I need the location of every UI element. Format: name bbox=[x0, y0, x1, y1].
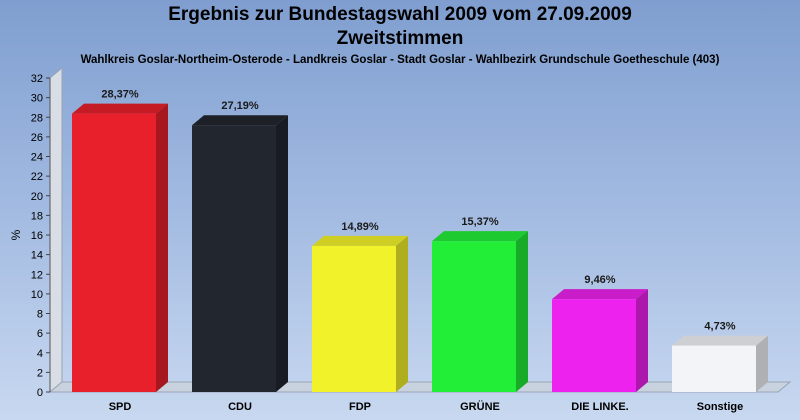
y-tick-label: 14 bbox=[31, 250, 43, 262]
y-tick-label: 0 bbox=[37, 387, 43, 399]
bar bbox=[192, 125, 276, 393]
y-tick-label: 30 bbox=[31, 93, 43, 105]
y-tick-label: 8 bbox=[37, 309, 43, 321]
x-tick-label: SPD bbox=[109, 401, 132, 413]
bar-top bbox=[192, 115, 288, 126]
y-tick-label: 26 bbox=[31, 132, 43, 144]
y-tick-label: 32 bbox=[31, 73, 43, 85]
y-axis-label: % bbox=[9, 229, 23, 240]
y-tick-label: 24 bbox=[31, 152, 43, 164]
bar-side bbox=[516, 231, 528, 392]
y-tick-label: 18 bbox=[31, 210, 43, 222]
bar bbox=[672, 345, 756, 392]
y-tick-label: 10 bbox=[31, 289, 43, 301]
bar-value-label: 9,46% bbox=[584, 274, 615, 286]
plot-side-wall bbox=[49, 66, 63, 394]
y-tick-label: 22 bbox=[31, 171, 43, 183]
chart-caption: Wahlkreis Goslar-Northeim-Osterode - Lan… bbox=[80, 54, 720, 66]
bar-value-label: 4,73% bbox=[704, 321, 735, 333]
x-tick-label: CDU bbox=[228, 401, 252, 413]
bar-side bbox=[396, 235, 408, 392]
y-tick-label: 12 bbox=[31, 269, 43, 281]
y-tick-label: 6 bbox=[37, 328, 43, 340]
bar bbox=[312, 245, 396, 392]
x-tick-label: Sonstige bbox=[697, 401, 743, 413]
y-tick-label: 20 bbox=[31, 191, 43, 203]
bar-side bbox=[276, 115, 288, 393]
chart-title: Ergebnis zur Bundestagswahl 2009 vom 27.… bbox=[168, 4, 632, 25]
bar-side bbox=[636, 289, 648, 392]
bar-top bbox=[432, 231, 528, 242]
bar bbox=[72, 113, 156, 392]
x-tick-label: DIE LINKE. bbox=[571, 401, 628, 413]
bar bbox=[432, 241, 516, 392]
y-tick-label: 4 bbox=[37, 348, 43, 360]
x-tick-label: GRÜNE bbox=[460, 400, 500, 413]
bar-side bbox=[156, 103, 168, 392]
y-tick-label: 28 bbox=[31, 112, 43, 124]
chart-subtitle: Zweitstimmen bbox=[336, 28, 464, 49]
bar-value-label: 27,19% bbox=[221, 100, 259, 112]
bar-value-label: 15,37% bbox=[461, 216, 499, 228]
bar-side bbox=[756, 335, 768, 392]
bar-top bbox=[672, 335, 768, 346]
bar-value-label: 14,89% bbox=[341, 221, 379, 233]
bar-top bbox=[72, 103, 168, 114]
bar bbox=[552, 299, 636, 392]
y-tick-label: 2 bbox=[37, 367, 43, 379]
bar-top bbox=[312, 235, 408, 246]
x-tick-label: FDP bbox=[349, 401, 371, 413]
y-tick-label: 16 bbox=[31, 230, 43, 242]
bar-value-label: 28,37% bbox=[101, 89, 139, 101]
bar-top bbox=[552, 289, 648, 300]
